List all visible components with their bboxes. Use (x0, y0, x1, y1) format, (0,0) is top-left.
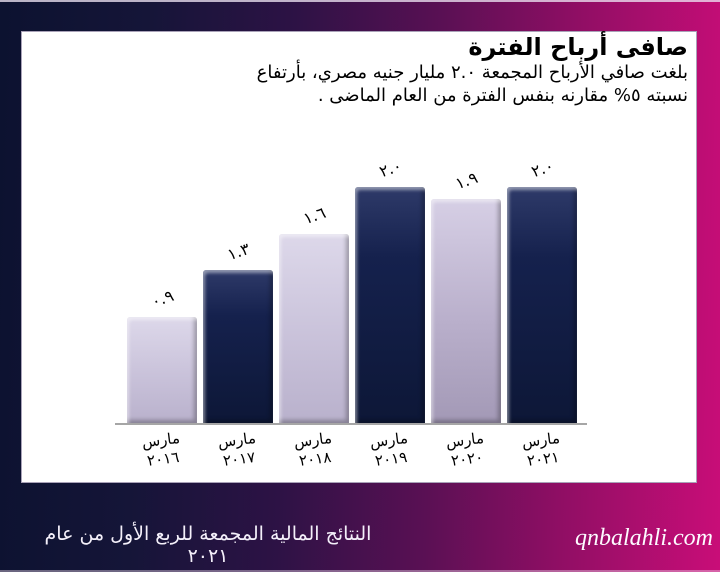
x-axis-label-2: مارس ٢٠١٨ (292, 428, 333, 470)
website-text: qnbalahli.com (575, 525, 713, 551)
bar-2 (279, 234, 349, 423)
x-axis-label-4: مارس ٢٠٢٠ (444, 428, 485, 470)
x-axis-label-1: مارس ٢٠١٧ (216, 428, 257, 470)
bar-value-label-1: ١.٣ (224, 238, 252, 265)
bar-slot-2: ١.٦ (279, 159, 349, 423)
bar-4 (431, 199, 501, 423)
headline-block: صافى أرباح الفترة بلغت صافي الأرباح المج… (34, 34, 688, 106)
footer-report-title: النتائج المالية المجمعة للربع الأول من ع… (44, 523, 372, 567)
bottom-edge-highlight (0, 570, 720, 572)
x-axis-label-3: مارس ٢٠١٩ (368, 428, 409, 470)
body-line-2: نسبته ٥% مقارنه بنفس الفترة من العام الم… (317, 84, 688, 106)
bar-slot-1: ١.٣ (203, 159, 273, 423)
top-edge-highlight (0, 0, 720, 2)
bar-3 (355, 187, 425, 423)
content-panel: صافى أرباح الفترة بلغت صافي الأرباح المج… (21, 31, 697, 483)
bar-chart: ٠.٩ ١.٣ ١.٦ ٢.٠ ١.٩ ٢.٠ مارس ٢٠١٦ مارس ٢٠١٧ مارس ٢… (115, 156, 587, 470)
bar-slot-0: ٠.٩ (127, 159, 197, 423)
x-axis-labels: مارس ٢٠١٦ مارس ٢٠١٧ مارس ٢٠١٨ مارس ٢٠١٩ مارس ٢٠٢٠… (115, 425, 587, 470)
x-axis-label-5: مارس ٢٠٢١ (520, 428, 561, 470)
bar-value-label-2: ١.٦ (300, 202, 328, 229)
x-axis-label-0: مارس ٢٠١٦ (140, 428, 181, 470)
bar-1 (203, 270, 273, 423)
bar-slot-3: ٢.٠ (355, 156, 425, 423)
bar-slot-4: ١.٩ (431, 159, 501, 423)
bar-value-label-5: ٢.٠ (528, 155, 556, 182)
body-line-1: بلغت صافي الأرباح المجمعة ٢.٠ مليار جنيه… (256, 62, 688, 83)
bar-value-label-0: ٠.٩ (148, 285, 176, 312)
page-title: صافى أرباح الفترة (468, 33, 688, 61)
bar-slot-5: ٢.٠ (507, 156, 577, 423)
plot-area: ٠.٩ ١.٣ ١.٦ ٢.٠ ١.٩ ٢.٠ (115, 156, 587, 425)
bar-0 (127, 317, 197, 423)
bar-5 (507, 187, 577, 423)
